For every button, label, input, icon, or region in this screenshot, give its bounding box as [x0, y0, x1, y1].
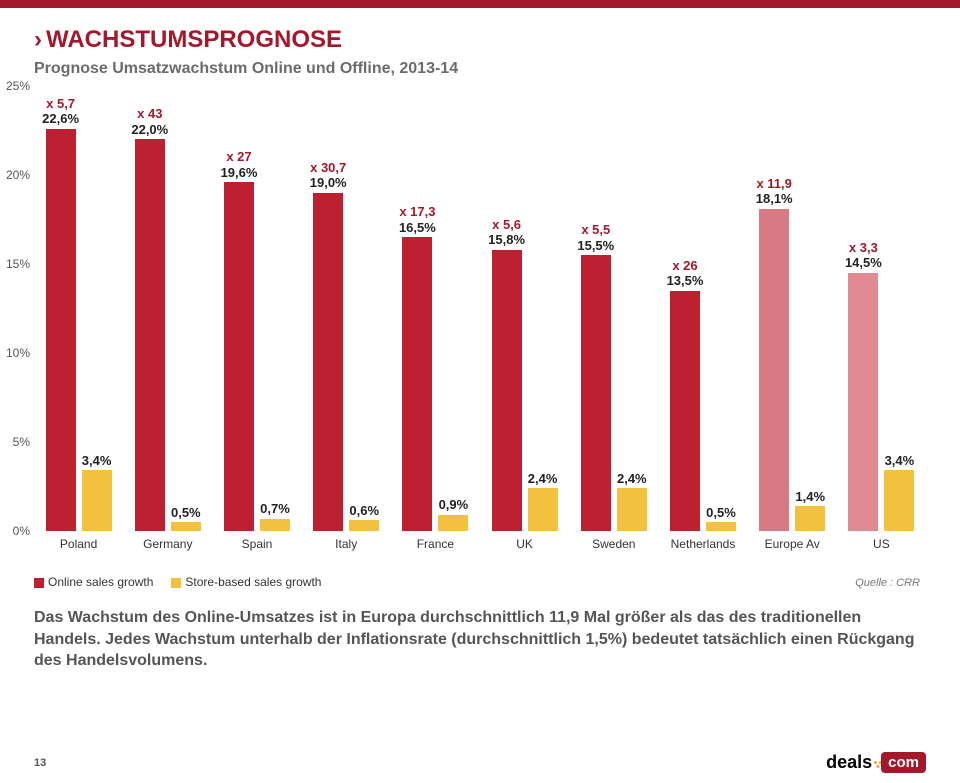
- store-bar: 0,9%: [438, 515, 468, 531]
- store-bar: 0,5%: [171, 522, 201, 531]
- store-bar-label: 0,6%: [349, 503, 379, 521]
- deals-logo: deals com: [826, 752, 926, 773]
- chevron-icon: ›: [34, 26, 42, 54]
- store-bar-label: 2,4%: [528, 471, 558, 489]
- store-bar-label: 0,5%: [171, 505, 201, 523]
- bar-group: x 5,515,5%2,4%Sweden: [574, 86, 654, 531]
- bar-chart: 0%5%10%15%20%25%x 5,722,6%3,4%Polandx 43…: [34, 86, 926, 555]
- top-bar: [0, 0, 960, 8]
- page-subtitle: Prognose Umsatzwachstum Online und Offli…: [34, 60, 960, 78]
- bar-pair: x 5,615,8%2,4%: [492, 250, 558, 531]
- y-axis-tick: 5%: [2, 435, 30, 449]
- store-bar: 3,4%: [82, 470, 112, 531]
- category-label: Italy: [335, 531, 357, 551]
- bar-pair: x 3,314,5%3,4%: [848, 273, 914, 531]
- store-bar: 3,4%: [884, 470, 914, 531]
- bar-group: x 30,719,0%0,6%Italy: [306, 86, 386, 531]
- bar-group: x 17,316,5%0,9%France: [395, 86, 475, 531]
- online-bar: x 30,719,0%: [313, 193, 343, 531]
- store-bar: 2,4%: [617, 488, 647, 531]
- store-bar-label: 3,4%: [82, 453, 112, 471]
- category-label: US: [873, 531, 890, 551]
- online-bar: x 2613,5%: [670, 291, 700, 531]
- bar-group: x 2719,6%0,7%Spain: [217, 86, 297, 531]
- logo-right: com: [881, 752, 926, 773]
- source-citation: Quelle : CRR: [855, 577, 920, 589]
- category-label: Poland: [60, 531, 97, 551]
- legend-item: Store-based sales growth: [171, 575, 321, 589]
- page-number: 13: [34, 757, 46, 769]
- store-bar-label: 2,4%: [617, 471, 647, 489]
- store-bar: 2,4%: [528, 488, 558, 531]
- logo-dots-icon: [874, 761, 877, 764]
- legend-swatch: [34, 578, 44, 588]
- bar-group: x 4322,0%0,5%Germany: [128, 86, 208, 531]
- bar-group: x 3,314,5%3,4%US: [841, 86, 921, 531]
- online-bar-label: x 11,918,1%: [756, 176, 793, 209]
- online-bar-label: x 30,719,0%: [310, 160, 347, 193]
- category-label: Spain: [242, 531, 273, 551]
- legend: Online sales growth Store-based sales gro…: [34, 575, 960, 589]
- bar-pair: x 2613,5% 0,5%: [670, 291, 736, 531]
- online-bar: x 4322,0%: [135, 139, 165, 531]
- online-bar: x 3,314,5%: [848, 273, 878, 531]
- store-bar: 0,6%: [349, 520, 379, 531]
- online-bar: x 5,615,8%: [492, 250, 522, 531]
- bar-pair: x 17,316,5% 0,9%: [402, 237, 468, 531]
- legend-swatch: [171, 578, 181, 588]
- body-paragraph: Das Wachstum des Online-Umsatzes ist in …: [34, 607, 926, 672]
- store-bar: 0,7%: [260, 519, 290, 531]
- y-axis-tick: 15%: [2, 257, 30, 271]
- y-axis-tick: 10%: [2, 346, 30, 360]
- online-bar-label: x 5,722,6%: [42, 96, 79, 129]
- online-bar-label: x 5,515,5%: [577, 222, 614, 255]
- online-bar: x 5,722,6%: [46, 129, 76, 531]
- online-bar: x 2719,6%: [224, 182, 254, 531]
- category-label: UK: [516, 531, 533, 551]
- y-axis-tick: 20%: [2, 168, 30, 182]
- online-bar: x 11,918,1%: [759, 209, 789, 531]
- legend-label: Online sales growth: [48, 575, 153, 589]
- online-bar-label: x 2719,6%: [221, 149, 258, 182]
- store-bar-label: 0,7%: [260, 501, 290, 519]
- store-bar: 1,4%: [795, 506, 825, 531]
- store-bar-label: 1,4%: [795, 489, 825, 507]
- legend-label: Store-based sales growth: [185, 575, 321, 589]
- bar-pair: x 30,719,0% 0,6%: [313, 193, 379, 531]
- bar-group: x 5,615,8%2,4%UK: [485, 86, 565, 531]
- online-bar-label: x 17,316,5%: [399, 204, 436, 237]
- online-bar-label: x 3,314,5%: [845, 240, 882, 273]
- page-title: WACHSTUMSPROGNOSE: [46, 26, 342, 54]
- category-label: Sweden: [592, 531, 635, 551]
- bar-pair: x 2719,6% 0,7%: [224, 182, 290, 531]
- online-bar-label: x 4322,0%: [131, 106, 168, 139]
- logo-left: deals: [826, 752, 872, 773]
- bar-pair: x 4322,0% 0,5%: [135, 139, 201, 531]
- category-label: Germany: [143, 531, 192, 551]
- store-bar: 0,5%: [706, 522, 736, 531]
- bar-pair: x 5,515,5%2,4%: [581, 255, 647, 531]
- store-bar-label: 0,9%: [439, 497, 469, 515]
- online-bar-label: x 5,615,8%: [488, 217, 525, 250]
- store-bar-label: 0,5%: [706, 505, 736, 523]
- legend-item: Online sales growth: [34, 575, 153, 589]
- bar-pair: x 5,722,6%3,4%: [46, 129, 112, 531]
- online-bar: x 5,515,5%: [581, 255, 611, 531]
- chart-area: 0%5%10%15%20%25%x 5,722,6%3,4%Polandx 43…: [34, 86, 926, 555]
- category-label: Netherlands: [671, 531, 736, 551]
- y-axis-tick: 0%: [2, 524, 30, 538]
- bar-group: x 11,918,1%1,4%Europe Av: [752, 86, 832, 531]
- store-bar-label: 3,4%: [885, 453, 915, 471]
- category-label: Europe Av: [765, 531, 820, 551]
- bar-group: x 2613,5%0,5%Netherlands: [663, 86, 743, 531]
- bar-pair: x 11,918,1%1,4%: [759, 209, 825, 531]
- online-bar: x 17,316,5%: [402, 237, 432, 531]
- plot-area: 0%5%10%15%20%25%x 5,722,6%3,4%Polandx 43…: [34, 86, 926, 531]
- bar-group: x 5,722,6%3,4%Poland: [39, 86, 119, 531]
- y-axis-tick: 25%: [2, 79, 30, 93]
- title-row: › WACHSTUMSPROGNOSE: [34, 26, 960, 54]
- category-label: France: [417, 531, 454, 551]
- online-bar-label: x 2613,5%: [667, 258, 704, 291]
